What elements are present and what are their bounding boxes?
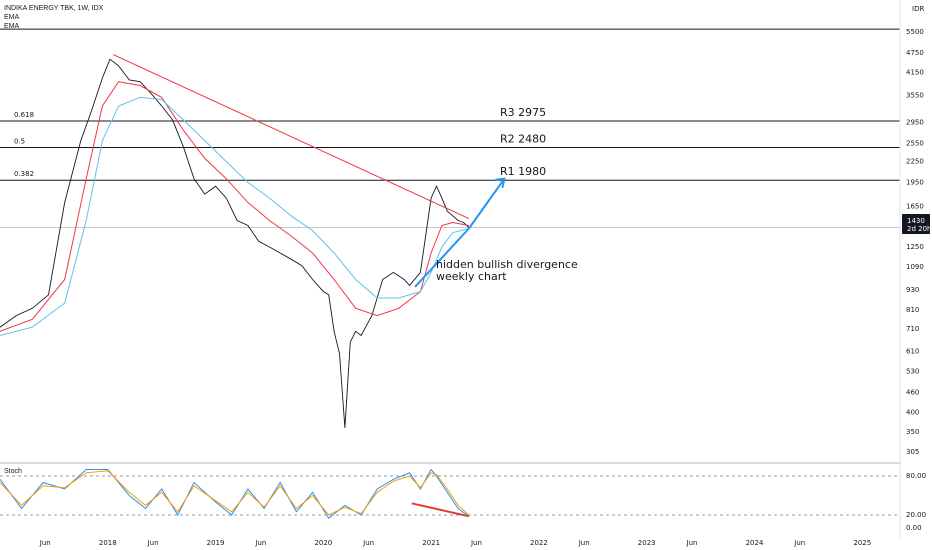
price-tick-label: 305	[906, 448, 919, 456]
price-tick-label: 610	[906, 347, 919, 355]
series-trendline	[112, 54, 470, 220]
time-tick-label: 2025	[853, 539, 871, 547]
projection-arrowhead	[495, 177, 506, 188]
resistance-label: R3 2975	[500, 106, 546, 119]
series-ema_fast	[0, 81, 469, 332]
stoch-tick-label: 0.00	[906, 524, 922, 532]
ema-slow-legend[interactable]: EMA	[4, 23, 20, 30]
time-tick-label: Jun	[793, 539, 805, 547]
time-axis[interactable]: Jun 2018 Jun 2019 Jun 2020 Jun 2021 Jun 2022 Jun 20…	[39, 539, 871, 547]
fib-level-label: 0.618	[14, 111, 34, 119]
annotation-line-2: weekly chart	[436, 270, 507, 283]
price-tick-label: 350	[906, 428, 919, 436]
price-tick-label: 810	[906, 306, 919, 314]
time-tick-label: 2024	[746, 539, 764, 547]
last-price-label: 1430	[907, 217, 925, 225]
time-tick-label: Jun	[39, 539, 51, 547]
stoch-legend[interactable]: Stoch	[4, 468, 22, 475]
price-axis[interactable]: 5500 4750 4150 3550 2950 2550 2250 1950 1650 1250…	[906, 28, 924, 456]
price-tick-label: 1650	[906, 203, 924, 211]
series-stoch_k	[0, 468, 470, 520]
series-stoch_divergence	[411, 502, 470, 518]
price-tick-label: 4150	[906, 69, 924, 77]
price-tick-label: 2250	[906, 158, 924, 166]
series-ema_slow	[0, 96, 470, 336]
series-projection	[468, 178, 506, 230]
price-tick-label: 4750	[906, 49, 924, 57]
price-tick-label: 530	[906, 368, 919, 376]
stoch-axis[interactable]: 80.00 20.00 0.00	[906, 472, 926, 532]
resistance-label: R1 1980	[500, 165, 546, 178]
price-tick-label: 710	[906, 325, 919, 333]
price-tick-label: 1090	[906, 263, 924, 271]
time-tick-label: Jun	[254, 539, 266, 547]
price-tick-label: 1950	[906, 178, 924, 186]
series-divergence	[414, 227, 470, 288]
time-tick-label: 2020	[314, 539, 332, 547]
annotation-line-1: hidden bullish divergence	[436, 258, 578, 271]
fib-level-label: 0.5	[14, 137, 25, 145]
time-tick-label: 2019	[207, 539, 225, 547]
time-tick-label: 2022	[530, 539, 548, 547]
series-close	[0, 58, 470, 428]
time-tick-label: Jun	[578, 539, 590, 547]
price-tick-label: 1250	[906, 243, 924, 251]
stoch-tick-label: 80.00	[906, 472, 926, 480]
price-tick-label: 5500	[906, 28, 924, 36]
time-tick-label: Jun	[147, 539, 159, 547]
price-tick-label: 2950	[906, 118, 924, 126]
stoch-series	[0, 468, 470, 520]
price-series	[0, 54, 506, 428]
price-tick-label: 460	[906, 388, 919, 396]
time-tick-label: Jun	[470, 539, 482, 547]
chart-labels: R3 2975 R2 2480 R1 1980 0.618 0.5 0.382 hidden…	[14, 106, 578, 283]
time-tick-label: Jun	[362, 539, 374, 547]
price-tick-label: 3550	[906, 91, 924, 99]
price-tick-label: 400	[906, 409, 919, 417]
currency-label: IDR	[912, 5, 924, 13]
ema-fast-legend[interactable]: EMA	[4, 14, 20, 21]
series-stoch_d	[0, 470, 470, 516]
stoch-tick-label: 20.00	[906, 511, 926, 519]
price-tick-label: 2550	[906, 139, 924, 147]
last-price-tag: 1430 2d 20h	[902, 214, 931, 234]
fib-level-label: 0.382	[14, 170, 34, 178]
resistance-label: R2 2480	[500, 132, 546, 145]
countdown-label: 2d 20h	[907, 225, 931, 233]
time-tick-label: 2023	[638, 539, 656, 547]
time-tick-label: 2021	[422, 539, 440, 547]
level-lines	[0, 28, 900, 516]
time-tick-label: Jun	[686, 539, 698, 547]
price-tick-label: 930	[906, 286, 919, 294]
symbol-title[interactable]: INDIKA ENERGY TBK, 1W, IDX	[4, 5, 104, 12]
time-tick-label: 2018	[99, 539, 117, 547]
